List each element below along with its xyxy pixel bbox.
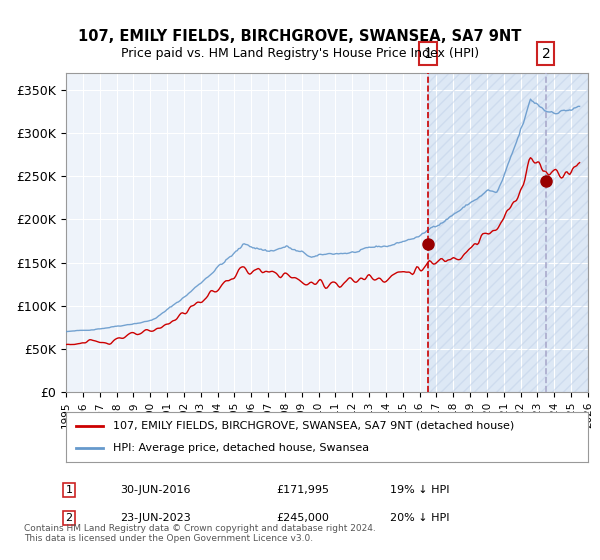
Text: 23-JUN-2023: 23-JUN-2023 — [120, 513, 191, 523]
Text: 20% ↓ HPI: 20% ↓ HPI — [390, 513, 449, 523]
Text: £245,000: £245,000 — [276, 513, 329, 523]
Text: 2: 2 — [542, 46, 550, 60]
Text: 1: 1 — [424, 46, 433, 60]
Bar — [428, 73, 588, 392]
Text: Price paid vs. HM Land Registry's House Price Index (HPI): Price paid vs. HM Land Registry's House … — [121, 46, 479, 60]
Text: 2: 2 — [65, 513, 73, 523]
Text: 1: 1 — [65, 485, 73, 495]
Text: HPI: Average price, detached house, Swansea: HPI: Average price, detached house, Swan… — [113, 443, 369, 453]
Text: 107, EMILY FIELDS, BIRCHGROVE, SWANSEA, SA7 9NT (detached house): 107, EMILY FIELDS, BIRCHGROVE, SWANSEA, … — [113, 421, 514, 431]
Text: 30-JUN-2016: 30-JUN-2016 — [120, 485, 191, 495]
Text: 107, EMILY FIELDS, BIRCHGROVE, SWANSEA, SA7 9NT: 107, EMILY FIELDS, BIRCHGROVE, SWANSEA, … — [79, 29, 521, 44]
Bar — [428, 73, 588, 392]
Text: 19% ↓ HPI: 19% ↓ HPI — [390, 485, 449, 495]
Text: Contains HM Land Registry data © Crown copyright and database right 2024.
This d: Contains HM Land Registry data © Crown c… — [24, 524, 376, 543]
Text: £171,995: £171,995 — [276, 485, 329, 495]
